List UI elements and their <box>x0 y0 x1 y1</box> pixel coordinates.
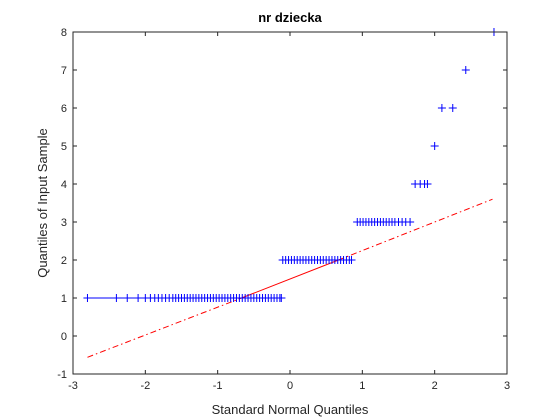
axes-group: -3 -2 -1 0 1 2 3 -1 0 1 2 3 4 5 6 7 8 <box>57 27 510 392</box>
y-tick-label: 6 <box>61 103 67 115</box>
data-point <box>123 294 132 302</box>
y-tick-label: 0 <box>61 331 67 343</box>
reference-line-group <box>87 198 493 358</box>
x-tick-label: -3 <box>68 380 78 392</box>
x-tick-label: 3 <box>504 380 510 392</box>
data-point <box>430 142 439 150</box>
data-point <box>112 294 121 302</box>
data-point <box>134 294 143 302</box>
y-tick-label: 7 <box>61 65 67 77</box>
x-tick-label: -2 <box>140 380 150 392</box>
y-tick-label: -1 <box>57 369 67 381</box>
x-tick-label: -1 <box>213 380 223 392</box>
fit-line-extension <box>87 297 242 358</box>
marker-group <box>83 28 498 302</box>
data-point <box>461 66 470 74</box>
plot-background <box>73 32 507 374</box>
y-tick-label: 3 <box>61 217 67 229</box>
y-tick-label: 2 <box>61 255 67 267</box>
y-tick-label: 4 <box>61 179 67 191</box>
data-point <box>406 218 415 226</box>
data-point <box>347 256 356 264</box>
data-point <box>448 104 457 112</box>
x-tick-label: 0 <box>287 380 293 392</box>
x-tick-label: 1 <box>359 380 365 392</box>
y-tick-label: 1 <box>61 293 67 305</box>
data-point <box>437 104 446 112</box>
x-tick-label: 2 <box>432 380 438 392</box>
data-point <box>83 294 92 302</box>
data-point <box>423 180 432 188</box>
y-tick-label: 5 <box>61 141 67 153</box>
x-axis-label: Standard Normal Quantiles <box>212 402 369 417</box>
fit-line-solid <box>241 259 339 299</box>
fit-line-extension <box>338 198 493 261</box>
y-axis-label: Quantiles of Input Sample <box>35 128 50 278</box>
chart-title: nr dziecka <box>258 10 322 25</box>
y-tick-label: 8 <box>61 27 67 39</box>
data-point <box>277 294 286 302</box>
